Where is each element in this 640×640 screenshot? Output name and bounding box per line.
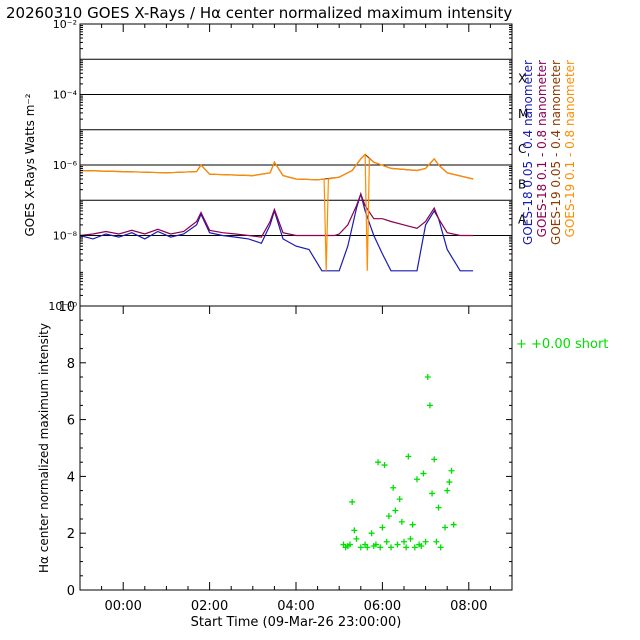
halpha-point xyxy=(351,527,358,534)
halpha-points-group xyxy=(340,374,457,551)
legend-entry: GOES-19 0.1 - 0.8 nanometer xyxy=(563,60,577,237)
halpha-point xyxy=(418,542,425,549)
legend-entry: GOES-18 0.05 - 0.4 nanometer xyxy=(521,60,535,245)
xray-legend: GOES-18 0.05 - 0.4 nanometer GOES-18 0.1 … xyxy=(521,60,577,245)
halpha-point xyxy=(422,538,429,545)
y-tick-label: 4 xyxy=(67,470,75,485)
flare-class-labels: A B C M X xyxy=(518,72,528,227)
legend-entry: + +0.00 short xyxy=(516,337,608,352)
halpha-point xyxy=(372,541,379,548)
top-y-axis-label: GOES X-Rays Watts m⁻² xyxy=(23,93,37,236)
halpha-point xyxy=(420,470,427,477)
y-tick-label: 10⁻⁶ xyxy=(53,159,78,172)
y-tick-label: 8 xyxy=(67,357,75,372)
halpha-point xyxy=(437,544,444,551)
y-tick-label: 10⁻¹⁰ xyxy=(48,300,77,313)
x-tick-label: 00:00 xyxy=(104,599,141,614)
class-label: C xyxy=(518,142,526,156)
halpha-point xyxy=(379,524,386,531)
halpha-point xyxy=(446,479,453,486)
halpha-point xyxy=(383,538,390,545)
halpha-point xyxy=(349,498,356,505)
halpha-point xyxy=(407,535,414,542)
y-tick-label: 6 xyxy=(67,414,75,429)
halpha-point xyxy=(401,538,407,545)
class-label: A xyxy=(518,213,527,227)
chart-title: 20260310 GOES X-Rays / Hα center normali… xyxy=(6,4,512,22)
legend-entry: GOES-19 0.05 - 0.4 nanometer xyxy=(549,60,563,245)
halpha-point xyxy=(403,544,410,551)
xray-series-group xyxy=(79,152,474,272)
xray-series-line xyxy=(79,191,474,272)
y-tick-label: 10⁻⁴ xyxy=(53,89,78,102)
halpha-point xyxy=(431,456,438,463)
y-tick-label: 2 xyxy=(67,527,75,542)
halpha-point xyxy=(433,538,440,545)
y-tick-label: 10⁻² xyxy=(53,18,77,31)
x-tick-label: 02:00 xyxy=(191,599,228,614)
x-tick-label: 08:00 xyxy=(450,599,487,614)
halpha-point xyxy=(435,504,442,511)
halpha-point xyxy=(375,459,382,466)
top-y-ticks: 10⁻¹⁰ 10⁻⁸ 10⁻⁶ 10⁻⁴ 10⁻² xyxy=(48,18,512,313)
legend-entry: GOES-18 0.1 - 0.8 nanometer xyxy=(535,60,549,237)
class-label: X xyxy=(518,72,526,86)
halpha-point xyxy=(411,544,418,551)
y-tick-label: 10⁻⁸ xyxy=(53,230,78,243)
xray-series-line xyxy=(79,153,474,181)
halpha-point xyxy=(394,541,401,548)
x-tick-label: 06:00 xyxy=(364,599,401,614)
flare-class-lines xyxy=(80,58,512,236)
xray-series-line xyxy=(79,192,474,238)
y-tick-label: 0 xyxy=(67,584,75,599)
halpha-point xyxy=(398,518,405,525)
halpha-point xyxy=(424,374,431,380)
x-tick-label: 04:00 xyxy=(277,599,314,614)
halpha-point xyxy=(390,484,397,491)
class-label: M xyxy=(518,107,528,121)
halpha-legend: + +0.00 short xyxy=(516,337,608,352)
halpha-point xyxy=(353,535,360,542)
halpha-point xyxy=(385,513,392,520)
halpha-point xyxy=(396,496,403,503)
halpha-point xyxy=(381,462,388,469)
bottom-y-axis-label: Hα center normalized maximum intensity xyxy=(37,323,51,573)
top-panel: 10⁻¹⁰ 10⁻⁸ 10⁻⁶ 10⁻⁴ 10⁻² A B C M X GOES X-Rays … xyxy=(23,18,577,313)
bottom-panel-frame xyxy=(79,305,513,591)
halpha-point xyxy=(413,476,420,483)
bottom-x-axis-label: Start Time (09-Mar-26 23:00:00) xyxy=(191,615,402,630)
halpha-point xyxy=(444,487,451,494)
halpha-point xyxy=(429,490,436,497)
halpha-point xyxy=(392,507,399,514)
halpha-point xyxy=(364,544,371,551)
halpha-point xyxy=(448,467,455,474)
halpha-point xyxy=(450,521,457,528)
bottom-panel: 0 2 4 6 8 10 00:00 02:00 04:00 06:00 08:00 Hα cen… xyxy=(37,24,608,630)
class-label: B xyxy=(518,177,526,191)
halpha-point xyxy=(347,541,353,548)
halpha-point xyxy=(368,530,375,537)
halpha-point xyxy=(357,544,364,551)
bottom-y-ticks: 0 2 4 6 8 10 xyxy=(58,300,512,599)
halpha-point xyxy=(388,544,395,551)
halpha-point xyxy=(377,544,384,551)
bottom-x-ticks: 00:00 02:00 04:00 06:00 08:00 xyxy=(101,24,491,614)
halpha-point xyxy=(405,453,412,460)
halpha-point xyxy=(426,402,433,409)
halpha-point xyxy=(442,524,449,531)
halpha-point xyxy=(409,521,416,528)
y-tick-label: 10 xyxy=(58,300,75,315)
xray-series-line xyxy=(79,152,474,271)
